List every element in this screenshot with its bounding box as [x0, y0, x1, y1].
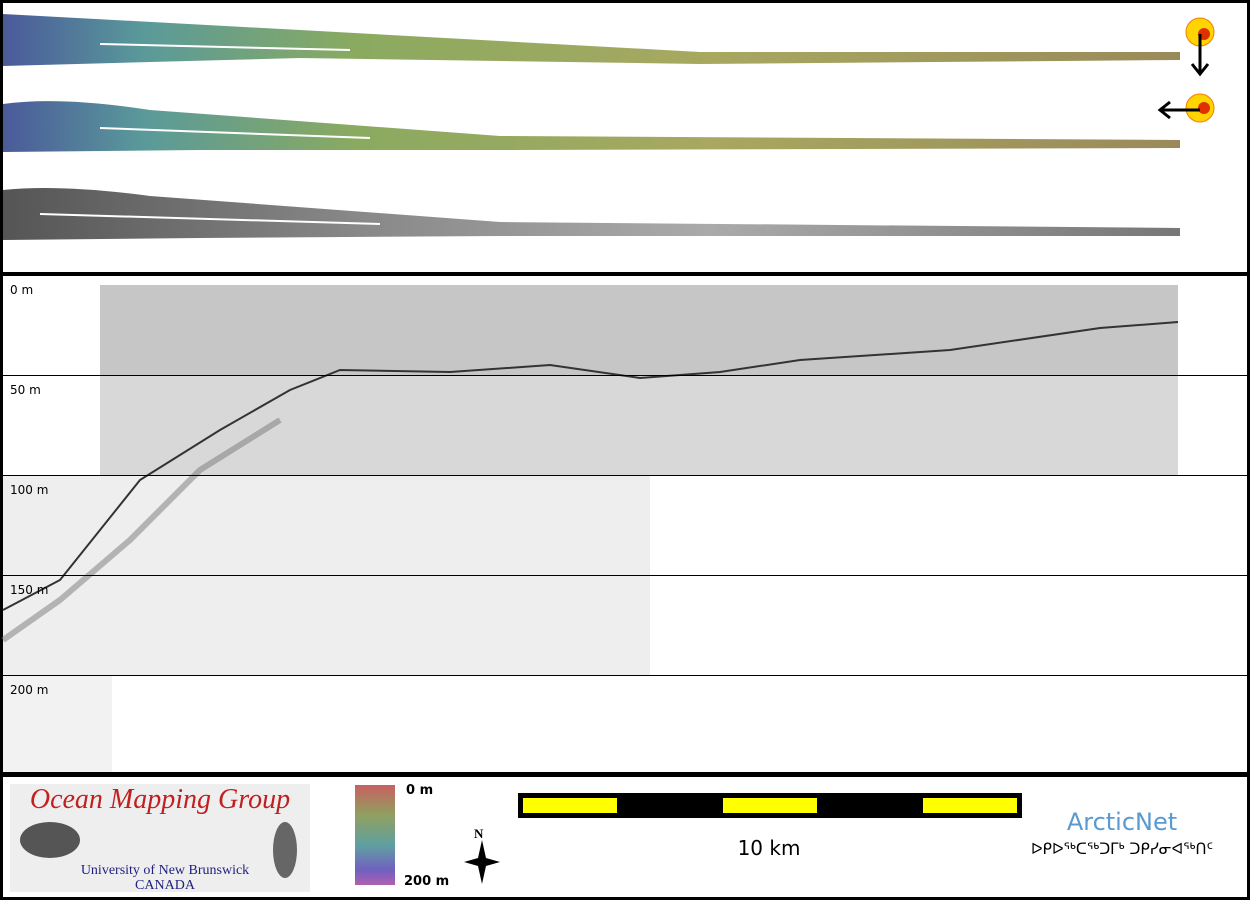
arcticnet-syllabics: ᐅᑭᐅᖅᑕᖅᑐᒥᒃ ᑐᑭᓯᓂᐊᖅᑎᑦ [1031, 840, 1213, 858]
depth-label: 0 m [10, 283, 33, 297]
sun-icons [1157, 17, 1215, 123]
arcticnet-name: ArcticNet [1067, 808, 1177, 836]
scale-bar [518, 793, 1022, 818]
color-bar-label: 0 m [406, 783, 433, 798]
omg-line: University of New Brunswick [81, 863, 249, 878]
color-bar-label: 200 m [404, 874, 449, 889]
depth-label: 100 m [10, 483, 48, 497]
divider [0, 272, 1250, 276]
omg-line: CANADA [135, 878, 196, 893]
scale-label: 10 km [738, 836, 801, 860]
depth-label: 200 m [10, 683, 48, 697]
omg-logo-graphic [20, 822, 80, 858]
compass: N [464, 826, 500, 884]
omg-logo-graphic [273, 822, 297, 878]
depth-grid [3, 375, 1247, 676]
omg-title: Ocean Mapping Group [30, 784, 290, 815]
depth-label: 50 m [10, 383, 41, 397]
profile [1, 285, 1179, 772]
compass-label: N [474, 826, 484, 841]
color-bar [355, 785, 395, 885]
depth-label: 150 m [10, 583, 48, 597]
divider [0, 772, 1250, 777]
swath-strips [3, 14, 1180, 240]
